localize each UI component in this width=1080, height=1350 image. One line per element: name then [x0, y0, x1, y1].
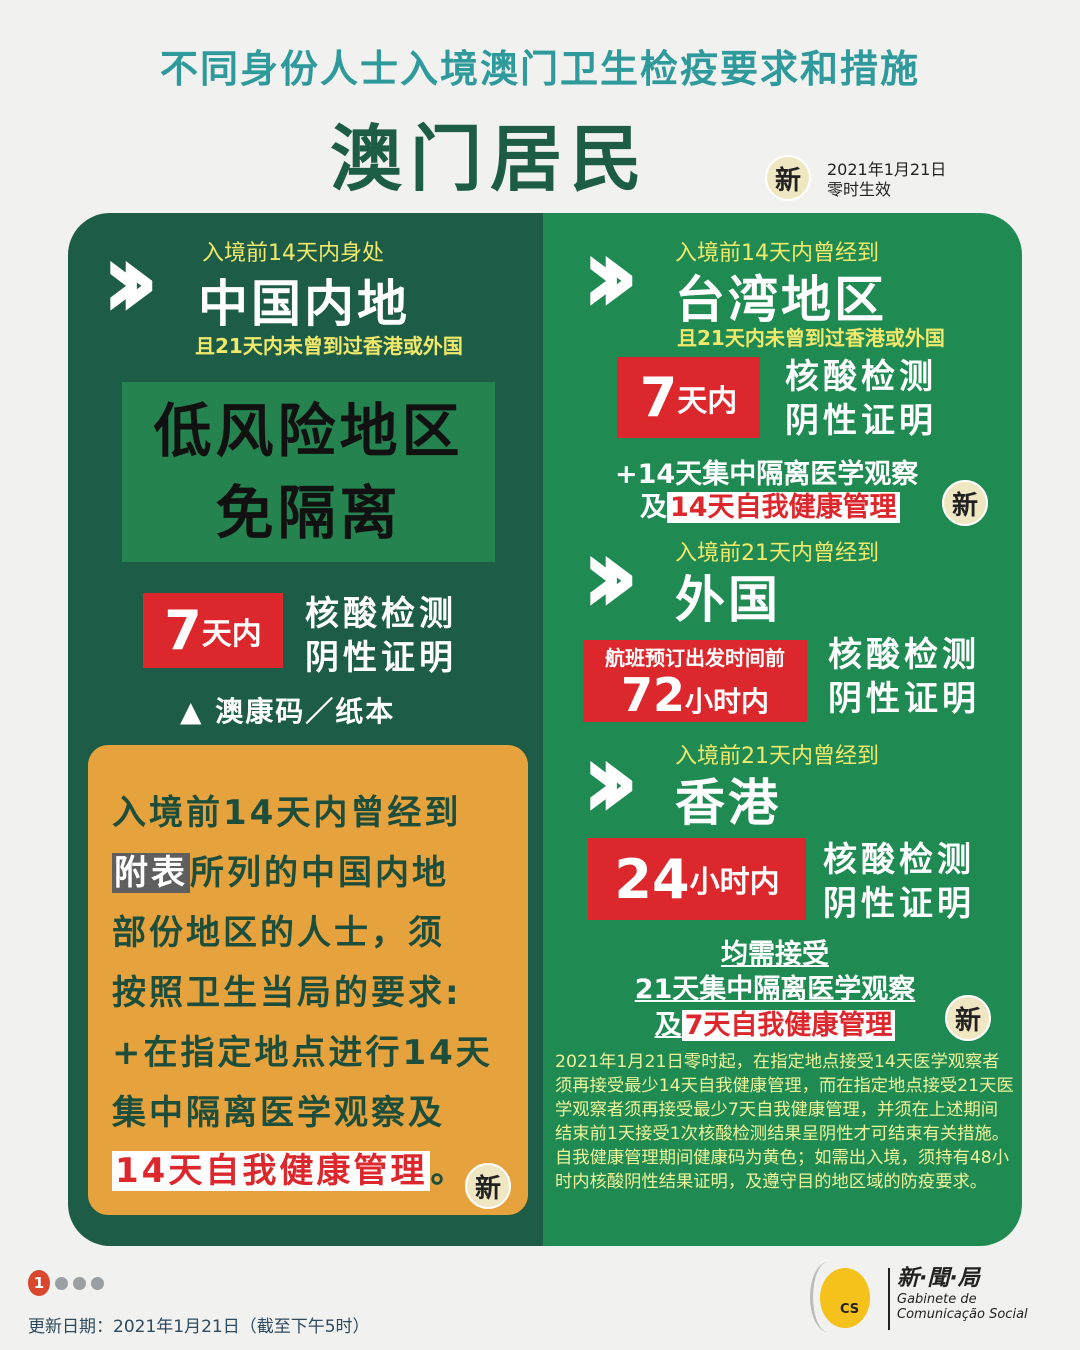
- appendix-link[interactable]: 附表: [112, 853, 190, 893]
- logo-text: 新·聞·局 Gabinete de Comunicação Social: [897, 1266, 1028, 1322]
- page-subtitle: 澳门居民: [329, 117, 650, 201]
- orange-notice-box: [88, 745, 528, 1215]
- mainland-region: 中国内地: [198, 275, 410, 333]
- test-line2: 阴性证明: [785, 401, 937, 441]
- page-title: 不同身份人士入境澳门卫生检疫要求和措施: [159, 47, 920, 91]
- effective-date-text: 2021年1月21日: [827, 160, 947, 179]
- page-dot-active[interactable]: 1: [28, 1270, 50, 1296]
- update-date: 更新日期：2021年1月21日（截至下午5时）: [28, 1317, 370, 1337]
- test-line2: 阴性证明: [305, 638, 457, 678]
- chevron-right-icon: ››: [100, 216, 160, 344]
- days-number: 7: [164, 599, 202, 662]
- notice-line: 入境前14天内曾经到: [112, 793, 462, 833]
- logo-mark: CS: [840, 1302, 860, 1317]
- and-label: 及: [654, 1010, 682, 1041]
- notice-line: 。: [430, 1151, 468, 1191]
- foreign-pre: 入境前21天内曾经到: [675, 541, 879, 566]
- quarantine-note: +14天集中隔离医学观察: [615, 459, 919, 490]
- effective-date: 2021年1月21日 零时生效: [827, 160, 946, 200]
- taiwan-pre: 入境前14天内曾经到: [675, 241, 879, 266]
- policy-paragraph: 2021年1月21日零时起，在指定地点接受14天医学观察者须再接受最少14天自我…: [555, 1052, 1014, 1192]
- logo-cn: 新·聞·局: [897, 1266, 980, 1291]
- logo-arc: [810, 1262, 846, 1332]
- hours-box: 航班预订出发时间前 72小时内: [583, 640, 807, 722]
- days-box: 7 天内: [143, 593, 283, 668]
- test-line2: 阴性证明: [828, 679, 980, 719]
- common-line: 21天集中隔离医学观察: [634, 974, 916, 1005]
- self-health-highlight: 7天自我健康管理: [681, 1010, 896, 1041]
- test-requirement: 核酸检测 阴性证明: [823, 838, 975, 926]
- hours-number: 24: [614, 847, 690, 911]
- hours-unit: 小时内: [685, 685, 770, 718]
- days-box: 7 天内: [617, 357, 760, 438]
- test-line1: 核酸检测: [305, 594, 457, 634]
- notice-line: 集中隔离医学观察及: [112, 1093, 445, 1133]
- flight-note: 航班预订出发时间前: [605, 646, 785, 670]
- test-requirement: 核酸检测 阴性证明: [305, 592, 457, 680]
- hours-number: 72: [620, 668, 685, 722]
- gcs-logo: CS: [800, 1262, 880, 1334]
- chevron-right-icon: ››: [580, 211, 640, 339]
- new-badge: 新: [942, 480, 988, 526]
- health-code-note: ▲ 澳康码／纸本: [180, 695, 396, 728]
- taiwan-condition: 且21天内未曾到过香港或外国: [677, 326, 945, 350]
- self-health-highlight: 14天自我健康管理: [112, 1151, 431, 1191]
- test-line1: 核酸检测: [828, 635, 980, 675]
- hongkong-pre: 入境前21天内曾经到: [675, 744, 879, 769]
- common-line: 均需接受: [721, 939, 829, 970]
- logo-divider: [888, 1268, 890, 1330]
- test-line1: 核酸检测: [823, 840, 975, 880]
- effective-note: 零时生效: [827, 180, 892, 199]
- hours-unit: 小时内: [689, 865, 780, 900]
- days-unit: 天内: [201, 616, 262, 652]
- test-requirement: 核酸检测 阴性证明: [828, 633, 980, 721]
- notice-line: 按照卫生当局的要求:: [112, 973, 462, 1013]
- test-line2: 阴性证明: [823, 884, 975, 924]
- and-label: 及: [640, 492, 667, 523]
- notice-line: 部份地区的人士，须: [112, 913, 445, 953]
- new-badge: 新: [465, 1163, 511, 1209]
- page-indicator: 1: [28, 1270, 104, 1296]
- hongkong-region: 香港: [675, 774, 781, 832]
- foreign-region: 外国: [675, 571, 781, 629]
- new-badge: 新: [945, 995, 991, 1041]
- low-risk-box: 低风险地区 免隔离: [122, 382, 495, 562]
- new-badge: 新: [765, 155, 811, 201]
- notice-line: 所列的中国内地: [190, 853, 449, 893]
- hours-box: 24 小时内: [588, 838, 806, 920]
- page-dot[interactable]: [55, 1276, 68, 1290]
- test-requirement: 核酸检测 阴性证明: [785, 355, 937, 443]
- page-dot[interactable]: [73, 1276, 86, 1290]
- no-quarantine-label: 免隔离: [215, 479, 402, 547]
- days-unit: 天内: [677, 383, 738, 419]
- notice-line: +在指定地点进行14天: [112, 1033, 493, 1073]
- logo-pt1: Gabinete de: [897, 1292, 977, 1307]
- days-number: 7: [639, 366, 678, 429]
- page-dot[interactable]: [91, 1276, 104, 1290]
- taiwan-region: 台湾地区: [675, 271, 887, 329]
- mainland-condition: 且21天内未曾到过香港或外国: [195, 334, 463, 358]
- logo-pt2: Comunicação Social: [897, 1307, 1028, 1322]
- test-line1: 核酸检测: [785, 357, 937, 397]
- self-health-highlight: 14天自我健康管理: [667, 492, 900, 523]
- chevron-right-icon: ››: [580, 511, 640, 639]
- low-risk-label: 低风险地区: [153, 397, 464, 465]
- mainland-pre: 入境前14天内身处: [202, 241, 384, 266]
- chevron-right-icon: ››: [580, 716, 640, 844]
